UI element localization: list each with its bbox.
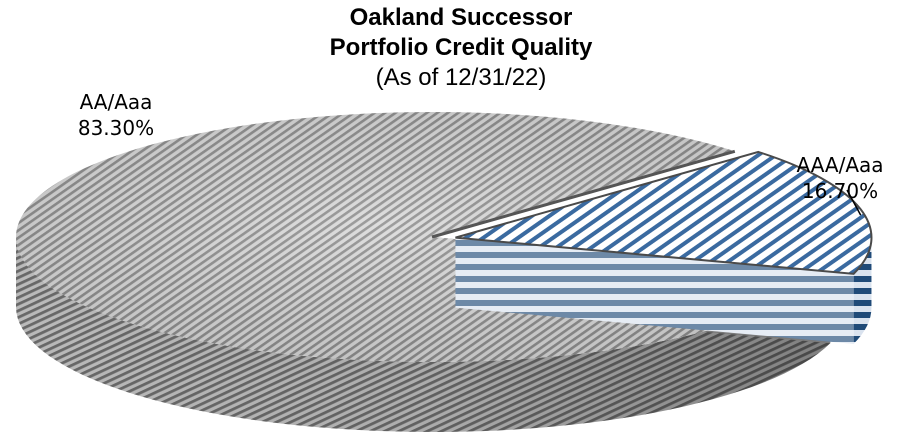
pie-slice-aaa-aaa: [455, 150, 873, 344]
pie-slice-aaa-aaa-cut: [455, 237, 854, 344]
chart-title-line-2: Portfolio Credit Quality: [329, 34, 593, 61]
pie-slice-aaa-aaa-cut-shade: [455, 237, 854, 344]
slice-name-aa-aaa: AA/Aaa: [79, 90, 153, 114]
slice-name-aaa-aaa: AAA/Aaa: [796, 153, 884, 177]
pie-slice-aaa-aaa-top: [455, 150, 873, 275]
pie-slice-aa-aaa-edge: [431, 149, 736, 239]
pie-slice-aaa-aaa-side: [853, 237, 872, 344]
slice-label-aaa-aaa: AAA/Aaa 16.70%: [780, 152, 900, 204]
slice-value-aa-aaa: 83.30%: [77, 116, 155, 140]
chart-title-line-1: Oakland Successor: [349, 4, 573, 31]
pie-slice-aa-aaa-side-shade: [16, 237, 831, 433]
leader-line-aaa-aaa: [846, 189, 862, 216]
slice-label-aa-aaa: AA/Aaa 83.30%: [66, 89, 166, 141]
chart-subtitle: (As of 12/31/22): [375, 64, 547, 91]
slice-value-aaa-aaa: 16.70%: [801, 179, 879, 203]
